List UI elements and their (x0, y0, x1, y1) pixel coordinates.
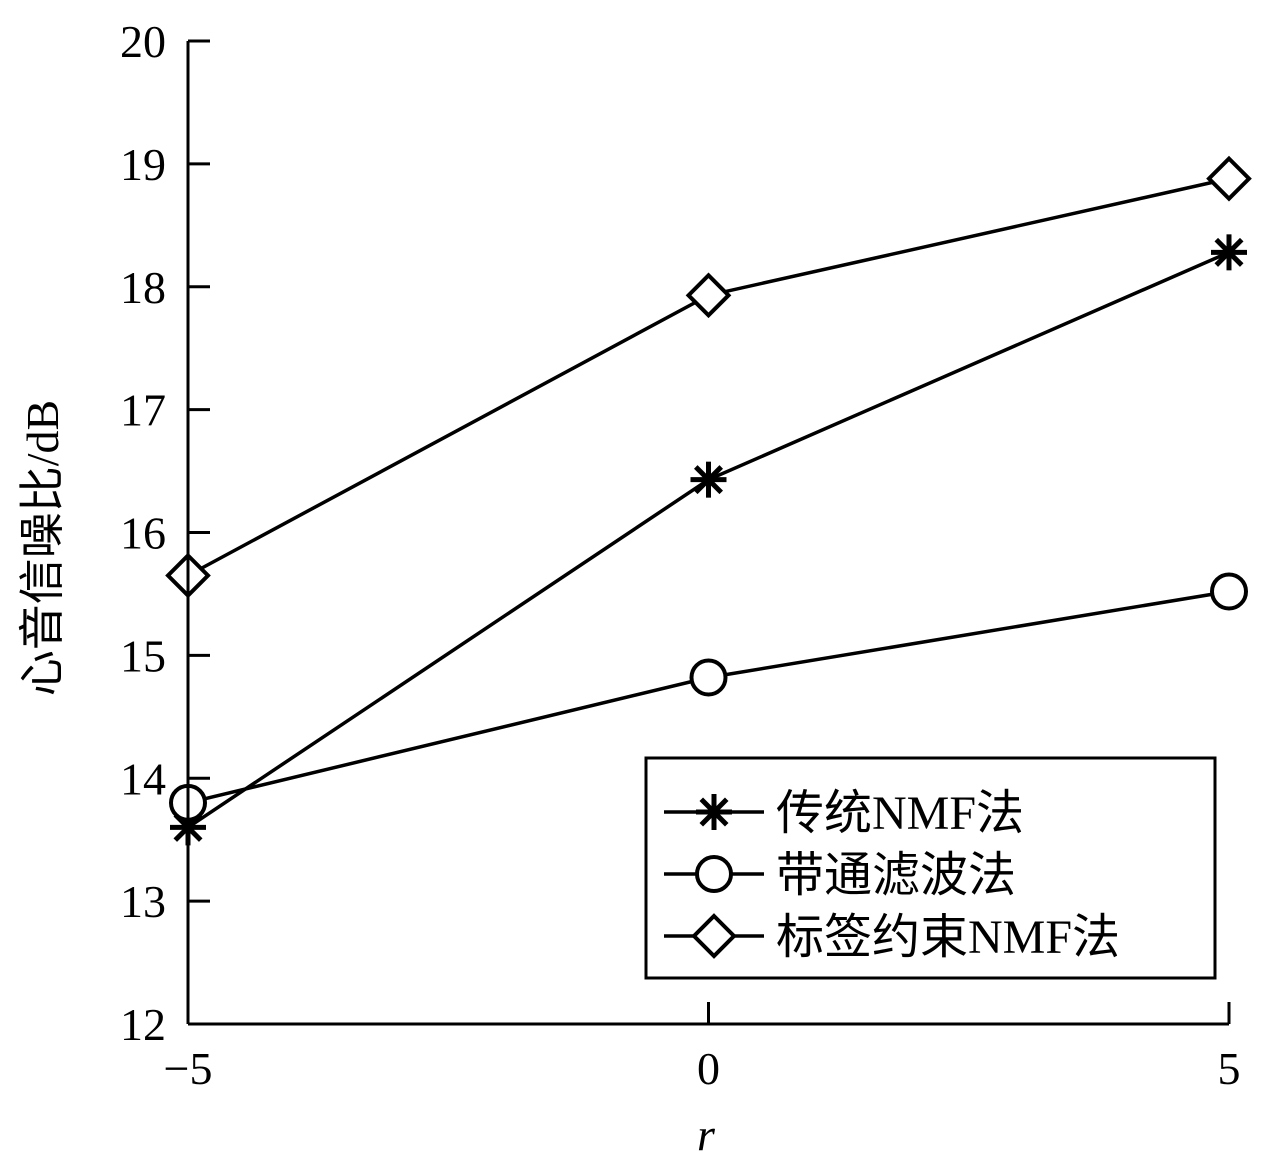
legend-marker (696, 794, 732, 830)
y-tick-label: 18 (120, 262, 166, 313)
x-tick-label: −5 (164, 1043, 213, 1094)
x-axis-title: r (697, 1109, 716, 1160)
y-tick-label: 15 (120, 630, 166, 681)
y-axis-title: 心音信噪比/dB (17, 400, 68, 696)
series-line (187, 176, 1230, 578)
legend-label: 带通滤波法 (776, 849, 1016, 902)
y-tick-label: 20 (120, 16, 166, 67)
y-tick-label: 19 (120, 139, 166, 190)
legend-label: 标签约束NMF法 (776, 911, 1120, 964)
y-tick-label: 17 (120, 385, 166, 436)
y-tick-label: 14 (120, 753, 166, 804)
data-point (685, 272, 732, 319)
data-point (689, 658, 728, 697)
y-tick-label: 13 (120, 876, 166, 927)
x-tick-label: 0 (697, 1043, 720, 1094)
data-point (1210, 572, 1248, 611)
legend-marker (695, 855, 733, 893)
data-point (1211, 234, 1247, 271)
plot-area (165, 155, 1252, 846)
legend-label: 传统NMF法 (776, 787, 1024, 840)
legend-item: 传统NMF法 (664, 787, 1024, 840)
axes: 12 13 14 15 16 17 18 19 20 −5 0 5 (120, 16, 1241, 1094)
series-3 (165, 155, 1252, 599)
y-tick-label: 16 (120, 508, 166, 559)
series-1 (170, 234, 1247, 846)
legend-item: 标签约束NMF法 (664, 911, 1120, 964)
legend-box (644, 756, 1217, 980)
data-point (690, 461, 727, 498)
series-2 (169, 572, 1248, 822)
data-point (1206, 155, 1252, 202)
series-line (187, 250, 1230, 829)
legend-item: 带通滤波法 (664, 849, 1016, 902)
x-tick-label: 5 (1218, 1043, 1241, 1094)
legend-marker (691, 913, 737, 959)
y-tick-label: 12 (120, 999, 166, 1050)
